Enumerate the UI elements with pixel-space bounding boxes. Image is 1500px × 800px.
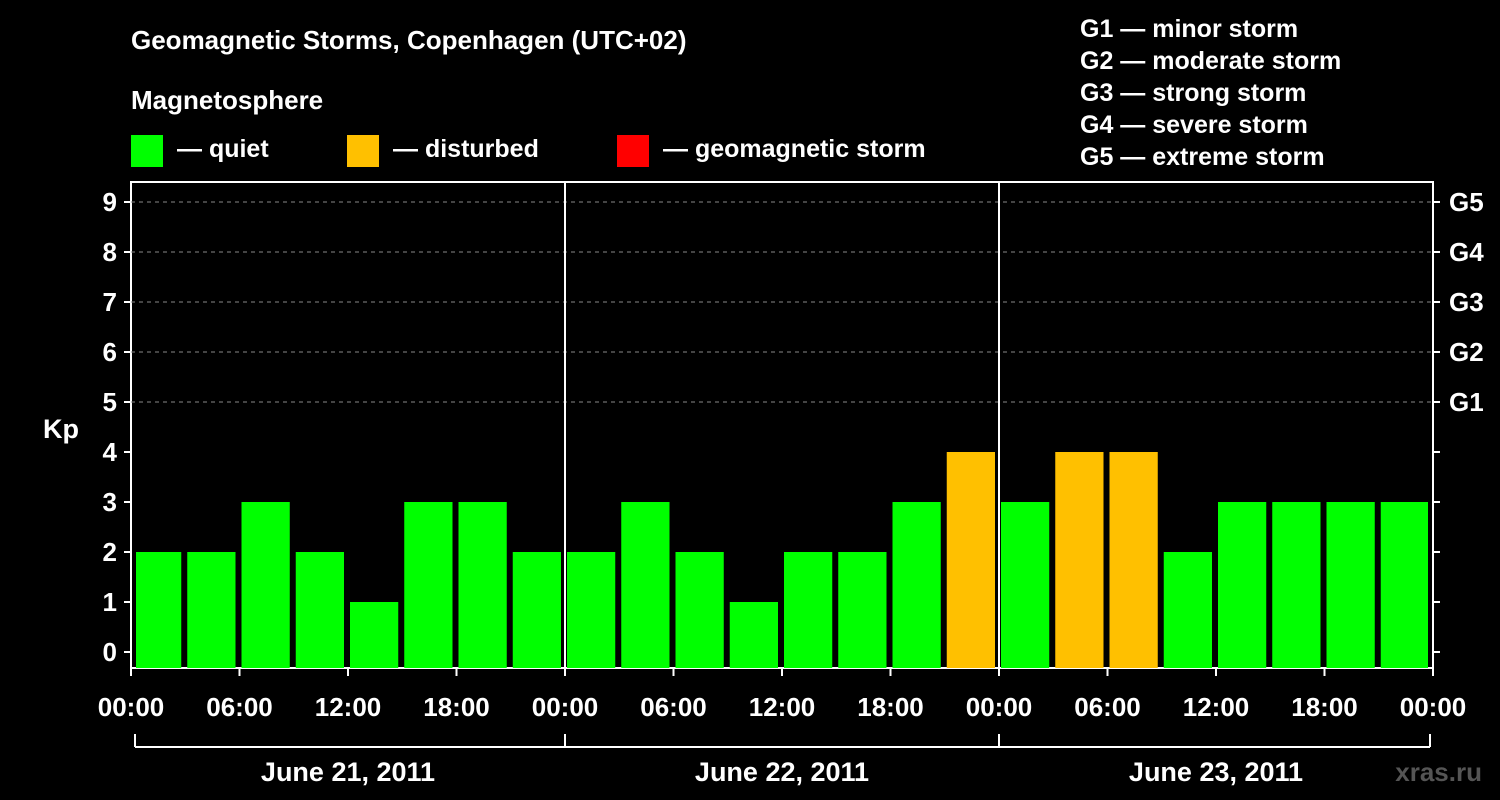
legend-heading: Magnetosphere [131,85,323,115]
kp-bar [295,552,344,668]
kp-bar [1380,502,1428,668]
storm-level-label: G1 [1449,387,1484,417]
y-tick-label: 8 [103,237,117,267]
kp-bar [567,552,616,668]
y-tick-label: 3 [103,487,117,517]
x-tick-label: 06:00 [640,692,707,722]
kp-bar [241,502,290,668]
x-tick-label: 18:00 [423,692,490,722]
y-tick-label: 6 [103,337,117,367]
y-tick-label: 7 [103,287,117,317]
day-label: June 22, 2011 [695,757,869,787]
legend-label-storm: — geomagnetic storm [663,135,926,163]
kp-bar [136,552,182,668]
kp-bar [1218,502,1267,668]
kp-bar [1326,502,1375,668]
legend-swatch-quiet [131,135,163,167]
y-tick-label: 2 [103,537,117,567]
storm-scale-g4: G4 — severe storm [1080,111,1308,139]
y-tick-label: 5 [103,387,117,417]
legend-swatch-disturbed [347,135,379,167]
storm-scale-g1: G1 — minor storm [1080,15,1298,43]
kp-bar [512,552,561,668]
x-tick-label: 18:00 [1291,692,1358,722]
kp-bar [729,602,778,668]
kp-bar [946,452,995,668]
kp-bar [784,552,833,668]
storm-scale-g5: G5 — extreme storm [1080,143,1325,171]
x-tick-label: 00:00 [1400,692,1467,722]
kp-bar [621,502,670,668]
storm-level-label: G4 [1449,237,1484,267]
y-tick-label: 4 [103,437,118,467]
kp-bar [458,502,507,668]
x-tick-label: 00:00 [98,692,165,722]
y-tick-label: 1 [103,587,117,617]
storm-level-label: G3 [1449,287,1484,317]
y-axis-label: Kp [43,414,79,444]
kp-bar [892,502,941,668]
legend-label-disturbed: — disturbed [393,135,539,163]
x-tick-label: 00:00 [532,692,599,722]
kp-bar [1001,502,1050,668]
chart-title: Geomagnetic Storms, Copenhagen (UTC+02) [131,25,686,55]
storm-scale-g3: G3 — strong storm [1080,79,1306,107]
kp-bar [675,552,724,668]
x-tick-label: 00:00 [966,692,1033,722]
storm-level-label: G2 [1449,337,1484,367]
legend-label-quiet: — quiet [177,135,269,163]
y-tick-label: 9 [103,187,117,217]
x-tick-label: 12:00 [315,692,382,722]
y-tick-label: 0 [103,637,117,667]
kp-bar [1109,452,1158,668]
x-tick-label: 12:00 [749,692,816,722]
kp-bar [838,552,887,668]
x-tick-label: 06:00 [1074,692,1141,722]
kp-bar [1272,502,1321,668]
storm-scale-g2: G2 — moderate storm [1080,47,1341,75]
x-tick-label: 18:00 [857,692,924,722]
kp-bar [187,552,236,668]
day-label: June 23, 2011 [1129,757,1303,787]
x-tick-label: 12:00 [1183,692,1250,722]
kp-bar [1055,452,1104,668]
x-tick-label: 06:00 [206,692,273,722]
kp-bar [404,502,453,668]
storm-level-label: G5 [1449,187,1484,217]
day-label: June 21, 2011 [261,757,435,787]
kp-bar [350,602,399,668]
legend-swatch-storm [617,135,649,167]
watermark: xras.ru [1395,757,1482,787]
kp-bar [1163,552,1212,668]
